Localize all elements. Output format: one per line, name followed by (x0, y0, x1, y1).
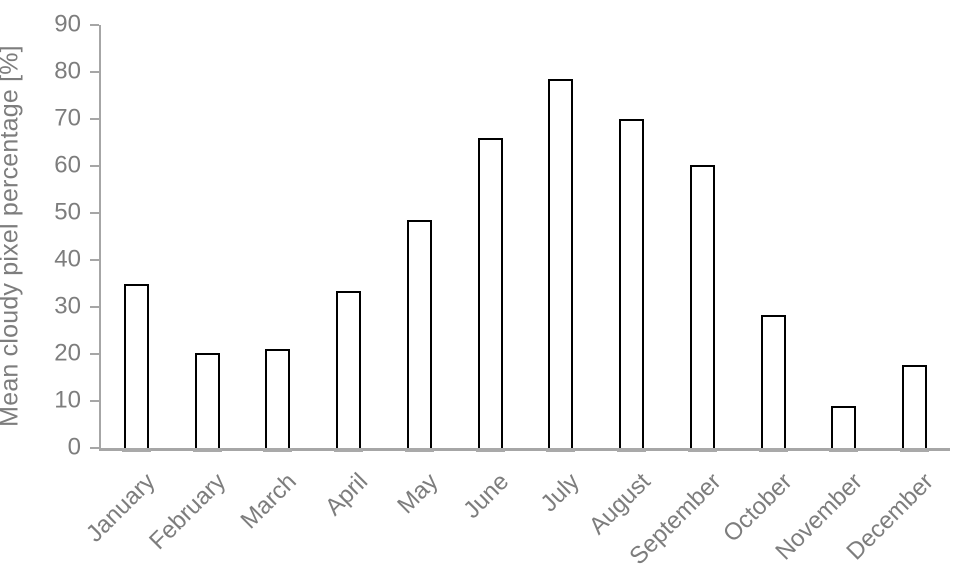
y-axis-tick-label: 90 (54, 10, 81, 38)
bar-may (406, 220, 432, 448)
bar-march (265, 349, 291, 448)
x-axis-label-may: May (392, 468, 444, 520)
bar-august (619, 119, 645, 448)
bar-april (336, 290, 362, 448)
bar-september (689, 165, 715, 448)
y-axis-tick (89, 164, 99, 168)
bar-january (123, 284, 149, 448)
x-axis-label-february: February (144, 468, 232, 556)
y-axis-tick (89, 70, 99, 74)
y-axis-tick (89, 446, 99, 450)
bar-shadow (334, 447, 364, 452)
bar-shadow (192, 447, 222, 452)
bar-shadow (900, 447, 930, 452)
bar-shadow (617, 447, 647, 452)
bar-shadow (121, 447, 151, 452)
x-axis-label-july: July (535, 468, 585, 518)
bar-shadow (263, 447, 293, 452)
bar-shadow (546, 447, 576, 452)
x-axis-label-march: March (235, 468, 302, 535)
y-axis-tick-label: 70 (54, 104, 81, 132)
y-axis-tick-label: 40 (54, 245, 81, 273)
y-axis-tick-label: 0 (67, 433, 81, 461)
y-axis-tick-label: 30 (54, 292, 81, 320)
y-axis-tick (89, 117, 99, 121)
bar-december (902, 364, 928, 448)
y-axis-tick-label: 60 (54, 151, 81, 179)
y-axis-tick (89, 23, 99, 27)
y-axis-tick-label: 20 (54, 339, 81, 367)
plot-area: 0 10 20 30 40 50 60 70 80 90 January February March… (54, 10, 950, 569)
x-axis-label-april: April (319, 468, 373, 522)
bar-shadow (475, 447, 505, 452)
bar-shadow (758, 447, 788, 452)
y-axis-tick (89, 258, 99, 262)
y-axis-title: Mean cloudy pixel percentage [%] (0, 45, 24, 427)
y-axis-tick-label: 10 (54, 386, 81, 414)
bar-shadow (829, 447, 859, 452)
bar-february (194, 352, 220, 448)
y-axis-tick (89, 399, 99, 403)
bar-october (760, 315, 786, 448)
bar-shadow (404, 447, 434, 452)
y-axis-tick (89, 211, 99, 215)
bar-shadow (687, 447, 717, 452)
x-axis-label-june: June (458, 468, 515, 524)
y-axis-tick (89, 305, 99, 309)
bar-november (831, 405, 857, 448)
y-axis-tick (89, 352, 99, 356)
y-axis-tick-label: 80 (54, 57, 81, 85)
bar-july (548, 79, 574, 448)
bar-june (477, 137, 503, 448)
y-axis-tick-label: 50 (54, 198, 81, 226)
